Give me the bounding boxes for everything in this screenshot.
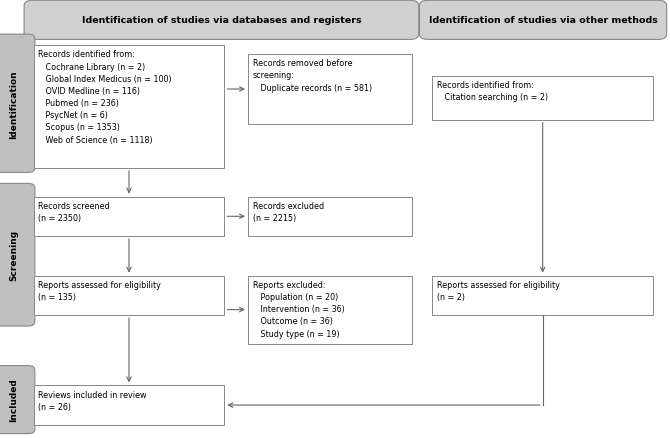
Text: Records screened
(n = 2350): Records screened (n = 2350) <box>38 201 110 223</box>
FancyBboxPatch shape <box>34 276 224 315</box>
Text: Records removed before
screening:
   Duplicate records (n = 581): Records removed before screening: Duplic… <box>253 59 372 92</box>
Text: Reports excluded:
   Population (n = 20)
   Intervention (n = 36)
   Outcome (n : Reports excluded: Population (n = 20) In… <box>253 280 344 338</box>
FancyBboxPatch shape <box>34 46 224 169</box>
FancyBboxPatch shape <box>34 197 224 237</box>
FancyBboxPatch shape <box>419 1 667 40</box>
FancyBboxPatch shape <box>248 197 412 237</box>
Text: Identification of studies via other methods: Identification of studies via other meth… <box>429 16 657 25</box>
Text: Reports assessed for eligibility
(n = 2): Reports assessed for eligibility (n = 2) <box>437 280 559 301</box>
FancyBboxPatch shape <box>0 35 35 173</box>
Text: Reports assessed for eligibility
(n = 135): Reports assessed for eligibility (n = 13… <box>38 280 161 301</box>
Text: Identification of studies via databases and registers: Identification of studies via databases … <box>82 16 361 25</box>
FancyBboxPatch shape <box>24 1 419 40</box>
Text: Identification: Identification <box>9 70 19 138</box>
FancyBboxPatch shape <box>0 184 35 326</box>
FancyBboxPatch shape <box>248 55 412 125</box>
Text: Records excluded
(n = 2215): Records excluded (n = 2215) <box>253 201 324 223</box>
Text: Records identified from:
   Citation searching (n = 2): Records identified from: Citation search… <box>437 81 548 102</box>
FancyBboxPatch shape <box>0 366 35 434</box>
Text: Included: Included <box>9 378 19 421</box>
Text: Records identified from:
   Cochrane Library (n = 2)
   Global Index Medicus (n : Records identified from: Cochrane Librar… <box>38 50 172 144</box>
FancyBboxPatch shape <box>248 276 412 344</box>
FancyBboxPatch shape <box>432 276 653 315</box>
FancyBboxPatch shape <box>432 77 653 120</box>
Text: Reviews included in review
(n = 26): Reviews included in review (n = 26) <box>38 390 147 411</box>
FancyBboxPatch shape <box>34 385 224 425</box>
Text: Screening: Screening <box>9 230 19 281</box>
